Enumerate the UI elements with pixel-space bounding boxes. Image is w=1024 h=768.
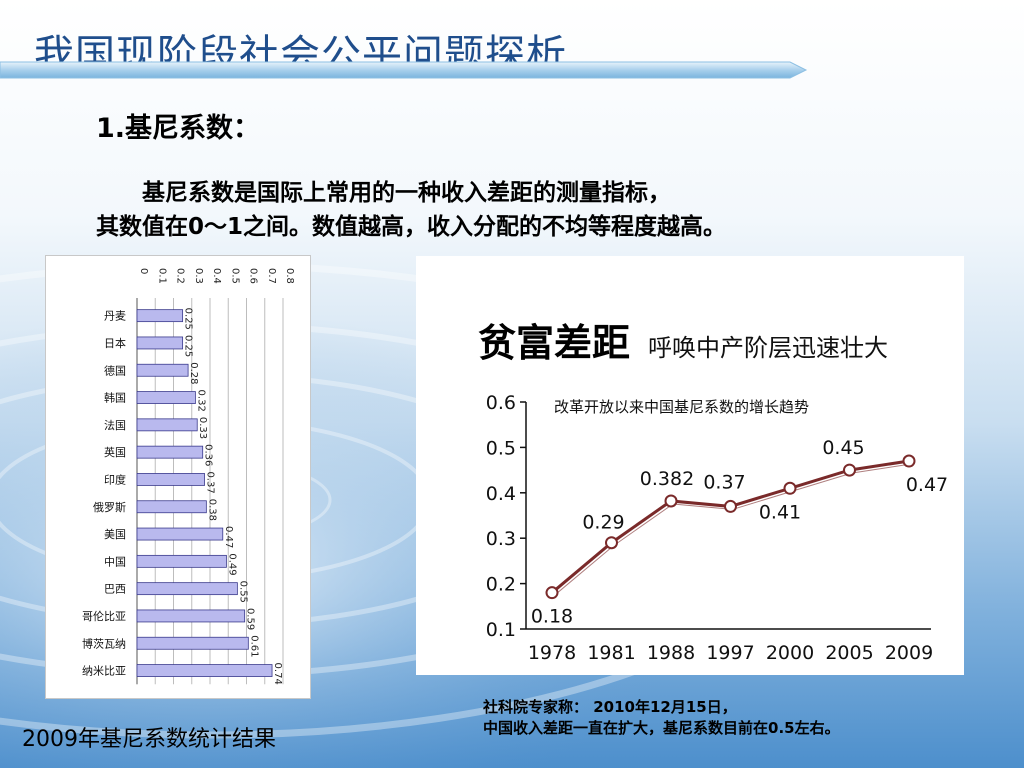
bar-chart-tick-label: 0.7	[266, 268, 277, 284]
line-chart-y-tick-label: 0.2	[486, 574, 516, 596]
bar-chart-tick-label: 0.1	[156, 268, 167, 284]
description-line-1: 基尼系数是国际上常用的一种收入差距的测量指标，	[142, 180, 671, 206]
bar-chart-tick-label: 0.8	[284, 268, 295, 284]
gini-country-bar-chart: 0 0.1 0.2 0.3 0.4 0.5 0.6 0.7 0.8 丹麦 0.25 日本 0.25 德国 0…	[82, 268, 295, 685]
bar-value-label: 0.25	[183, 308, 194, 330]
gini-data-point	[843, 463, 856, 477]
bar	[136, 418, 198, 432]
gini-data-point	[902, 454, 916, 468]
gini-data-label: 0.18	[531, 606, 573, 628]
line-chart-x-tick-label: 2000	[766, 642, 814, 664]
gini-data-label: 0.29	[582, 512, 624, 534]
bar	[136, 582, 238, 596]
gini-data-label: 0.37	[703, 471, 745, 493]
gini-data-label: 0.47	[906, 474, 948, 496]
bar	[136, 309, 184, 323]
bar-category-label: 日本	[104, 336, 126, 350]
description: 基尼系数是国际上常用的一种收入差距的测量指标， 其数值在0～1之间。数值越高，收…	[96, 176, 976, 244]
bar	[136, 636, 249, 650]
gini-data-point	[605, 536, 618, 550]
expert-note-line-2: 中国收入差距一直在扩大，基尼系数目前在0.5左右。	[483, 719, 840, 737]
bar-value-label: 0.28	[188, 362, 199, 384]
bar-chart-tick-label: 0.6	[248, 268, 259, 284]
bar	[136, 554, 227, 568]
line-chart-x-tick-label: 1981	[587, 642, 635, 664]
bar-value-label: 0.61	[248, 635, 259, 657]
line-chart-y-tick-label: 0.6	[486, 392, 516, 414]
bar-value-label: 0.59	[245, 608, 256, 630]
line-chart-x-tick-label: 1997	[706, 642, 754, 664]
bar-category-label: 博茨瓦纳	[82, 636, 126, 650]
expert-note: 社科院专家称： 2010年12月15日， 中国收入差距一直在扩大，基尼系数目前在…	[483, 697, 840, 739]
gini-data-point	[783, 481, 797, 495]
bar-value-label: 0.49	[226, 553, 237, 575]
bar-category-label: 印度	[104, 472, 126, 486]
bar-chart-tick-label: 0	[138, 268, 149, 274]
china-gini-trend-chart-panel: 贫富差距 呼唤中产阶层迅速壮大改革开放以来中国基尼系数的增长趋势 0.1 0.2 0.3…	[416, 256, 964, 675]
gini-country-bar-chart-panel: 0 0.1 0.2 0.3 0.4 0.5 0.6 0.7 0.8 丹麦 0.25 日本 0.25 德国 0…	[45, 255, 311, 699]
gini-data-label: 0.41	[759, 501, 801, 523]
bar-value-label: 0.36	[203, 444, 214, 466]
bar-value-label: 0.47	[223, 526, 234, 548]
bar-chart-tick-label: 0.5	[229, 268, 240, 284]
bar-value-label: 0.55	[237, 581, 248, 603]
bar-category-label: 纳米比亚	[82, 665, 126, 678]
gini-data-point	[724, 499, 737, 513]
bar-category-label: 哥伦比亚	[82, 609, 126, 623]
bar-chart-tick-label: 0.4	[211, 268, 222, 284]
bar	[136, 336, 184, 350]
bar-category-label: 俄罗斯	[93, 501, 126, 514]
bar-value-label: 0.74	[272, 663, 283, 685]
bar-value-label: 0.37	[205, 471, 216, 493]
bar-category-label: 德国	[104, 363, 126, 377]
bar	[136, 609, 246, 623]
bar	[136, 527, 224, 541]
bar-chart-tick-label: 0.2	[175, 268, 186, 284]
bar	[136, 473, 205, 486]
bar-chart-caption: 2009年基尼系数统计结果	[22, 727, 276, 752]
bar-value-label: 0.38	[206, 499, 217, 521]
bar-category-label: 美国	[104, 528, 126, 541]
line-chart-y-tick-label: 0.3	[486, 528, 516, 550]
chart-subheadline: 呼唤中产阶层迅速壮大	[648, 334, 888, 362]
line-chart-y-tick-label: 0.5	[486, 437, 516, 459]
line-chart-x-tick-label: 1988	[647, 642, 695, 664]
bar	[136, 391, 196, 404]
bar-category-label: 中国	[104, 555, 126, 568]
chart-title: 改革开放以来中国基尼系数的增长趋势	[554, 398, 809, 416]
chart-headline: 贫富差距	[478, 321, 630, 365]
bar-category-label: 英国	[104, 445, 126, 459]
bar	[136, 445, 204, 459]
line-chart-x-tick-label: 2009	[885, 642, 933, 664]
gini-data-label: 0.45	[822, 437, 864, 459]
bar-category-label: 丹麦	[104, 310, 126, 323]
title-underline-bar	[0, 61, 808, 79]
gini-data-label: 0.382	[640, 468, 694, 490]
section-heading: 1.基尼系数：	[96, 113, 261, 144]
gini-data-point	[664, 494, 678, 508]
bar-value-label: 0.25	[183, 335, 194, 357]
line-chart-x-tick-label: 1978	[528, 642, 576, 664]
expert-note-line-1: 社科院专家称： 2010年12月15日，	[483, 698, 737, 716]
bar-value-label: 0.32	[195, 390, 206, 412]
bar-category-label: 韩国	[104, 391, 126, 405]
line-chart-y-tick-label: 0.4	[486, 483, 516, 505]
bar-value-label: 0.33	[197, 417, 208, 439]
line-chart-x-tick-label: 2005	[825, 642, 873, 664]
bar	[136, 500, 207, 514]
bar	[136, 363, 189, 377]
description-line-2: 其数值在0～1之间。数值越高，收入分配的不均等程度越高。	[96, 214, 727, 240]
gini-data-point	[545, 586, 559, 600]
bar-category-label: 法国	[104, 418, 126, 432]
bar-chart-tick-label: 0.3	[193, 268, 204, 284]
bar	[136, 664, 273, 677]
bar-category-label: 巴西	[104, 583, 126, 596]
line-chart-y-tick-label: 0.1	[486, 619, 516, 641]
